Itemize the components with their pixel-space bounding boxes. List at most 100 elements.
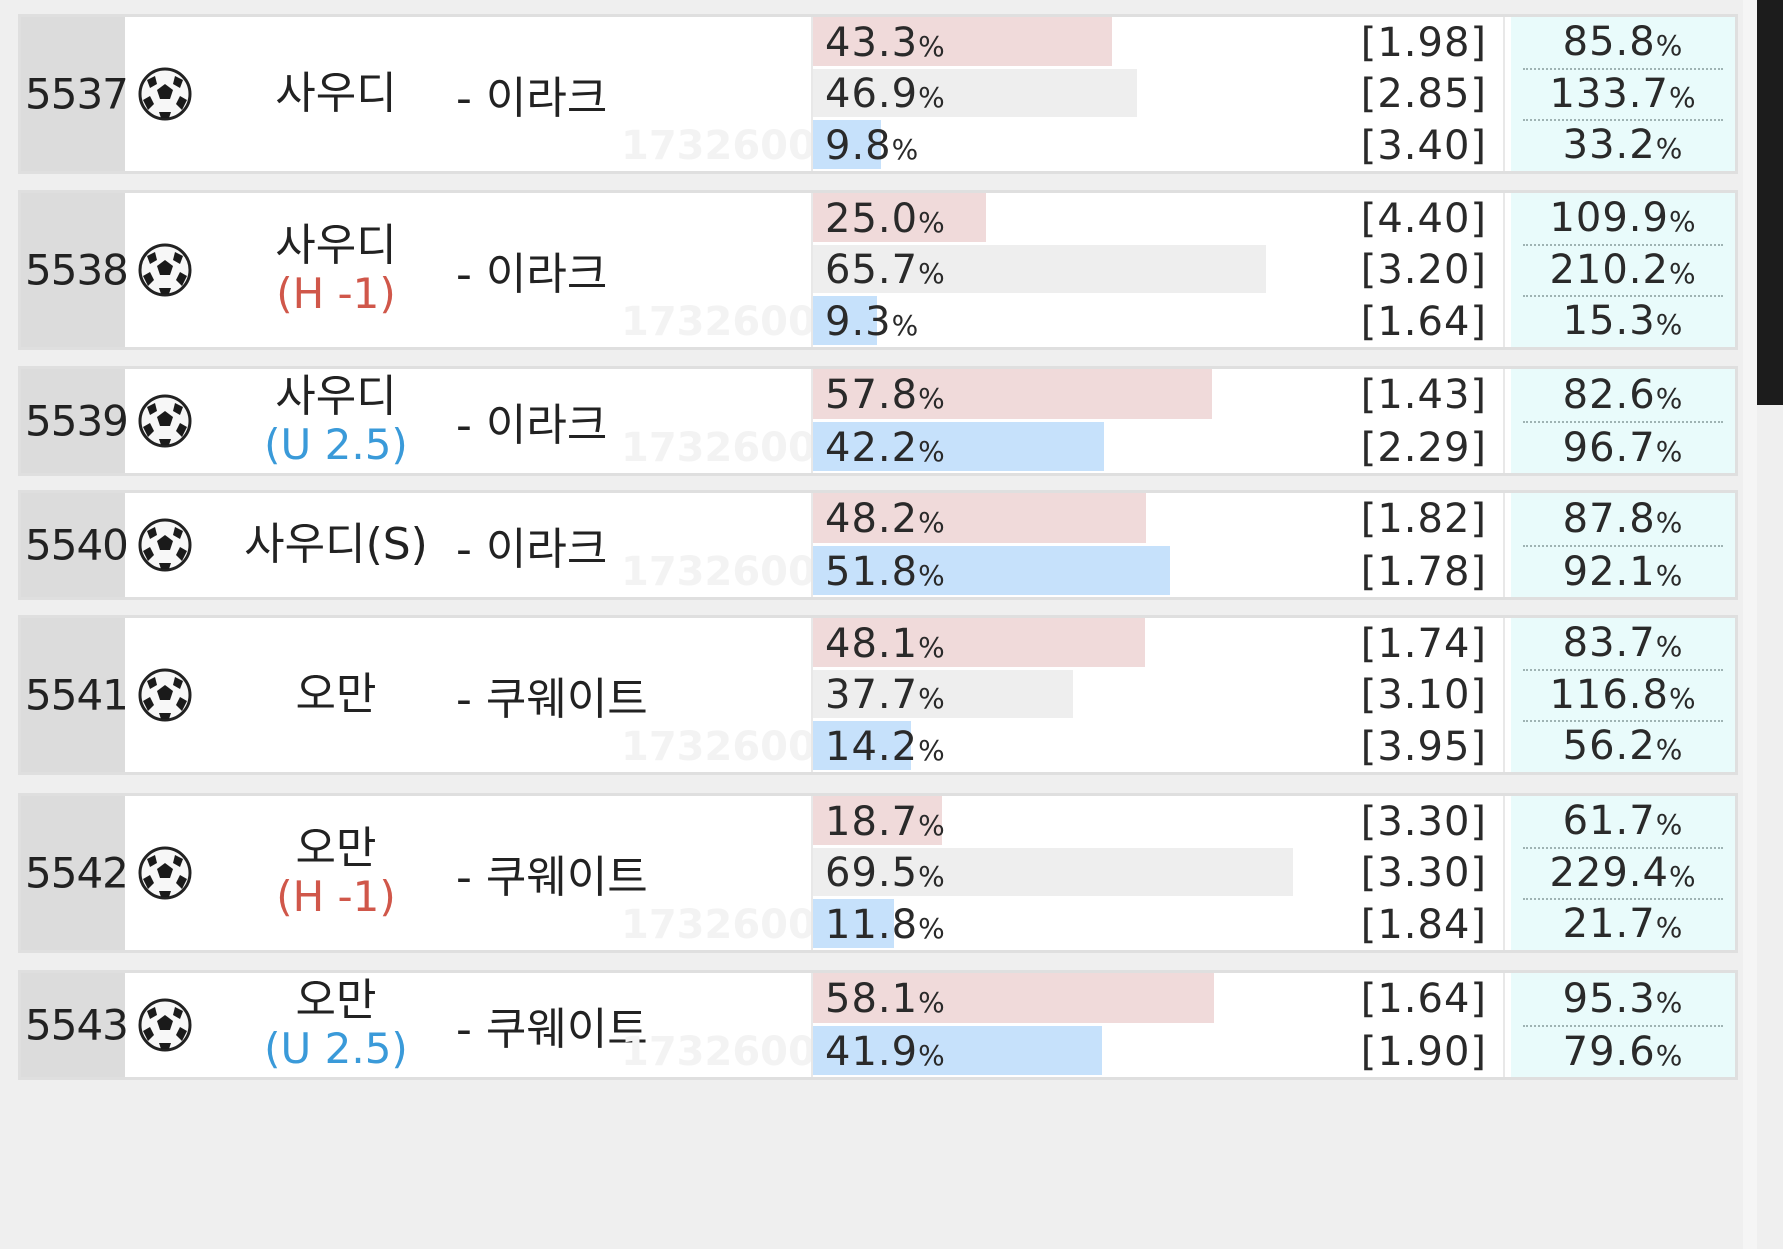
lose-share-bar (813, 421, 1104, 471)
return-rate: 229.4% (1511, 848, 1735, 900)
return-rate: 61.7% (1511, 796, 1735, 848)
scrollbar-thumb[interactable] (1757, 0, 1783, 405)
win-share-bar (813, 796, 942, 845)
return-unit: % (1655, 434, 1684, 468)
outcome-lose[interactable]: 11.8% [1.84] (813, 899, 1503, 951)
return-unit: % (1655, 382, 1684, 415)
share-value: 51.8 (825, 548, 919, 595)
return-rate: 109.9% (1511, 193, 1735, 245)
share-unit: % (918, 986, 946, 1020)
game-number-cell: 5540 (21, 493, 129, 597)
return-rate: 92.1% (1511, 546, 1735, 599)
soccer-ball-icon (137, 517, 193, 573)
outcome-draw[interactable]: 65.7% [3.20] (813, 244, 1503, 297)
odds-value: [1.64] (1360, 976, 1487, 1023)
share-value: 46.9 (825, 71, 919, 118)
game-number: 5542 (25, 848, 129, 898)
share-value: 41.9 (825, 1028, 919, 1075)
game-row[interactable]: 5540 사우디(S) - 이라크 173260000 48.2% [1.82] 51.8%… (18, 490, 1738, 600)
share-unit: % (918, 506, 946, 540)
odds-value: [1.74] (1360, 620, 1487, 667)
share-percent: 69.5% (825, 850, 946, 896)
return-unit: % (1655, 132, 1684, 165)
outcome-win[interactable]: 18.7% [3.30] (813, 796, 1503, 848)
return-separator (1523, 846, 1723, 849)
game-row[interactable]: 5537 사우디 - 이라크 173260000 43.3% [1.98] 46.9% [2.… (18, 14, 1738, 174)
return-rate: 87.8% (1511, 493, 1735, 546)
game-row[interactable]: 5543 오만 (U 2.5) - 쿠웨이트 173260000 58.1% [1.64] 4… (18, 970, 1738, 1080)
share-percent: 9.3% (825, 299, 919, 345)
share-percent: 37.7% (825, 672, 946, 718)
outcome-lose[interactable]: 14.2% [3.95] (813, 721, 1503, 773)
home-team-name: 오만 (295, 669, 377, 720)
return-rate: 15.3% (1511, 296, 1735, 348)
share-percent: 18.7% (825, 799, 946, 845)
outcome-lose[interactable]: 42.2% [2.29] (813, 421, 1503, 475)
share-percent: 48.2% (825, 496, 946, 542)
return-rate-column: 85.8% 133.7% 33.2% (1511, 17, 1735, 171)
home-team-name: 사우디 (275, 220, 397, 271)
return-separator (1523, 720, 1723, 722)
outcome-draw[interactable]: 69.5% [3.30] (813, 847, 1503, 900)
share-value: 37.7 (825, 672, 919, 719)
return-value: 21.7 (1562, 901, 1656, 947)
return-unit: % (1655, 808, 1684, 841)
return-unit: % (1655, 308, 1684, 341)
return-rate: 210.2% (1511, 245, 1735, 297)
return-rate: 83.7% (1511, 618, 1735, 670)
outcome-win[interactable]: 25.0% [4.40] (813, 193, 1503, 245)
outcome-lose[interactable]: 41.9% [1.90] (813, 1025, 1503, 1079)
away-team: - 쿠웨이트 (456, 852, 648, 903)
outcome-win[interactable]: 58.1% [1.64] (813, 973, 1503, 1026)
odds-value: [3.10] (1360, 672, 1487, 719)
game-number-cell: 5543 (21, 973, 129, 1077)
outcome-draw[interactable]: 46.9% [2.85] (813, 68, 1503, 121)
game-row[interactable]: 5542 오만 (H -1) - 쿠웨이트 173260000 18.7% [3.30] 69… (18, 793, 1738, 953)
share-unit: % (918, 1038, 946, 1072)
vote-distribution: 58.1% [1.64] 41.9% [1.90] (811, 973, 1505, 1077)
return-unit: % (1668, 256, 1697, 290)
outcome-lose[interactable]: 9.3% [1.64] (813, 296, 1503, 348)
page-right-margin (1743, 0, 1757, 1249)
game-number-cell: 5541 (21, 618, 129, 772)
outcome-draw[interactable]: 37.7% [3.10] (813, 669, 1503, 722)
return-value: 82.6 (1562, 372, 1656, 418)
return-value: 61.7 (1562, 798, 1656, 844)
share-unit: % (918, 205, 946, 239)
return-unit: % (1655, 986, 1684, 1019)
return-value: 210.2 (1549, 246, 1669, 293)
game-row[interactable]: 5538 사우디 (H -1) - 이라크 173260000 25.0% [4.40] 65… (18, 190, 1738, 350)
share-unit: % (891, 308, 920, 342)
share-unit: % (918, 382, 946, 416)
game-row[interactable]: 5541 오만 - 쿠웨이트 173260000 48.1% [1.74] 37.7% [3.… (18, 615, 1738, 775)
home-team: 오만 (H -1) (211, 825, 461, 921)
soccer-ball-icon (137, 845, 193, 901)
share-unit: % (918, 808, 946, 842)
odds-value: [1.84] (1360, 901, 1487, 948)
outcome-win[interactable]: 43.3% [1.98] (813, 17, 1503, 69)
away-team: - 이라크 (456, 73, 608, 124)
outcome-win[interactable]: 48.1% [1.74] (813, 618, 1503, 670)
handicap-label: (H -1) (276, 269, 396, 318)
game-row[interactable]: 5539 사우디 (U 2.5) - 이라크 173260000 57.8% [1.43] 4… (18, 366, 1738, 476)
outcome-lose[interactable]: 9.8% [3.40] (813, 120, 1503, 172)
lose-share-bar (813, 120, 881, 169)
share-percent: 43.3% (825, 20, 946, 66)
game-number: 5541 (25, 670, 129, 720)
odds-value: [3.30] (1360, 850, 1487, 897)
share-percent: 51.8% (825, 549, 946, 595)
vote-distribution: 18.7% [3.30] 69.5% [3.30] 11.8% [1.84] (811, 796, 1505, 950)
return-unit: % (1655, 630, 1684, 663)
outcome-lose[interactable]: 51.8% [1.78] (813, 545, 1503, 599)
share-unit: % (918, 682, 946, 716)
share-value: 43.3 (825, 19, 919, 66)
outcome-win[interactable]: 57.8% [1.43] (813, 369, 1503, 422)
return-separator (1523, 898, 1723, 900)
return-value: 85.8 (1562, 19, 1656, 65)
home-team: 사우디 (U 2.5) (211, 373, 461, 469)
share-value: 9.8 (825, 122, 892, 169)
return-unit: % (1655, 29, 1684, 62)
game-number-cell: 5539 (21, 369, 129, 473)
odds-value: [2.85] (1360, 71, 1487, 118)
outcome-win[interactable]: 48.2% [1.82] (813, 493, 1503, 546)
